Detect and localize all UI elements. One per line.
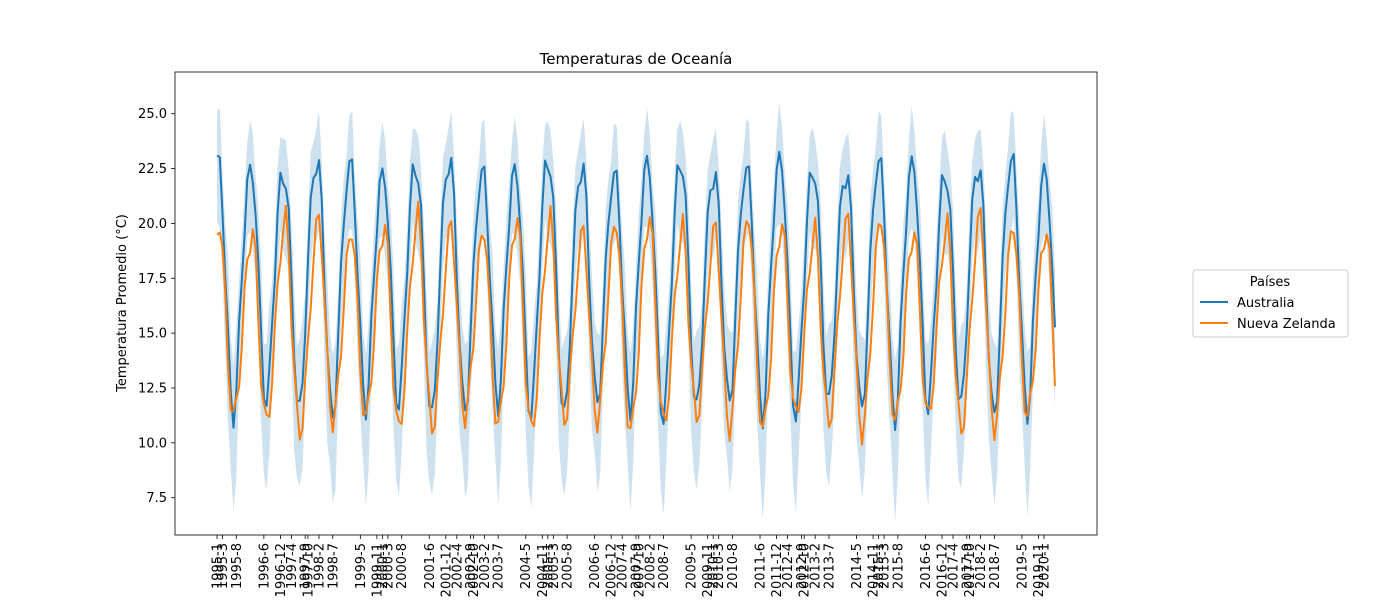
x-tick-label: 1999-11: [370, 543, 385, 597]
x-tick-label: 2014-11: [867, 543, 882, 597]
x-tick-label: 2018-2: [974, 543, 989, 589]
y-tick-label: 7.5: [146, 491, 167, 506]
x-tick-label: 2007-4: [616, 543, 631, 589]
x-tick-label: 2010-1: [707, 543, 722, 589]
x-tick-label: 1997-10: [301, 543, 316, 597]
y-tick-label: 22.5: [138, 162, 167, 177]
x-tick-label: 2016-6: [919, 543, 934, 589]
x-tick-label: 2007-10: [632, 543, 647, 597]
x-tick-label: 2011-12: [770, 543, 785, 597]
series-line-layer: [216, 150, 1056, 446]
x-tick-label: 2003-2: [478, 543, 493, 589]
x-tick-label: 1995-3: [216, 543, 231, 589]
x-tick-label: 2001-6: [423, 543, 438, 589]
x-tick-label: 2005-8: [561, 543, 576, 589]
x-tick-label: 1998-7: [326, 543, 341, 589]
y-tick-label: 17.5: [138, 272, 167, 287]
legend-box: [1192, 269, 1349, 338]
legend: Países Australia Nueva Zelanda: [1192, 269, 1349, 338]
x-tick-label: 2004-11: [536, 543, 551, 597]
x-tick-label: 2000-1: [376, 543, 391, 589]
x-tick-label: 2015-8: [891, 543, 906, 589]
x-tick-label: 2015-3: [878, 543, 893, 589]
x-tick-label: 2013-2: [809, 543, 824, 589]
x-tick-label: 2017-10: [963, 543, 978, 597]
x-tick-label: 2015-1: [872, 543, 887, 589]
x-tick-label: 1997-9: [299, 543, 314, 589]
chart-title: Temperaturas de Oceanía: [539, 50, 733, 68]
y-axis-label: Temperatura Promedio (°C): [115, 214, 130, 393]
y-tick-label: 12.5: [138, 381, 167, 396]
legend-label-australia: Australia: [1237, 296, 1295, 311]
x-tick-label: 1995-8: [230, 543, 245, 589]
series-line-australia: [216, 150, 1056, 432]
x-tick-label: 2010-3: [712, 543, 727, 589]
x-tick-label: 2002-10: [467, 543, 482, 597]
x-tick-label: 2017-4: [947, 543, 962, 589]
x-tick-label: 2002-4: [450, 543, 465, 589]
x-tick-label: 2019-5: [1015, 543, 1030, 589]
x-tick-label: 2006-12: [605, 543, 620, 597]
x-tick-label: 2010-8: [726, 543, 741, 589]
legend-label-nueva-zelanda: Nueva Zelanda: [1237, 317, 1336, 332]
x-tick-label: 2005-3: [547, 543, 562, 589]
x-tick-label: 2012-9: [795, 543, 810, 589]
x-tick-label: 2019-11: [1032, 543, 1047, 597]
x-tick-label: 2002-9: [464, 543, 479, 589]
x-tick-label: 2017-9: [960, 543, 975, 589]
x-tick-label: 2005-1: [541, 543, 556, 589]
legend-title: Países: [1250, 275, 1291, 290]
x-tick-label: 2009-11: [701, 543, 716, 597]
y-tick-label: 15.0: [138, 327, 167, 342]
series-line-nueva-zelanda: [216, 200, 1056, 446]
y-tick-label: 20.0: [138, 217, 167, 232]
x-tick-label: 2013-7: [822, 543, 837, 589]
x-tick-label: 2012-10: [798, 543, 813, 597]
y-tick-label: 25.0: [138, 107, 167, 122]
x-tick-label: 2016-12: [935, 543, 950, 597]
x-tick-label: 2006-6: [588, 543, 603, 589]
y-tick-label: 10.0: [138, 436, 167, 451]
x-tick-label: 2008-2: [643, 543, 658, 589]
x-tick-label: 1996-12: [274, 543, 289, 597]
x-tick-label: 2003-7: [492, 543, 507, 589]
x-tick-label: 2014-5: [850, 543, 865, 589]
x-tick-label: 1996-6: [257, 543, 272, 589]
x-tick-label: 2020-1: [1037, 543, 1052, 589]
x-tick-label: 2000-8: [395, 543, 410, 589]
x-tick-label: 2009-5: [685, 543, 700, 589]
x-tick-label: 2004-5: [519, 543, 534, 589]
x-tick-label: 2012-4: [781, 543, 796, 589]
x-tick-label: 1995-1: [211, 543, 226, 589]
x-tick-label: 2007-9: [630, 543, 645, 589]
x-tick-label: 1998-2: [312, 543, 327, 589]
x-tick-label: 2001-12: [439, 543, 454, 597]
x-tick-label: 1999-5: [354, 543, 369, 589]
x-tick-label: 2018-7: [988, 543, 1003, 589]
x-tick-label: 1997-4: [285, 543, 300, 589]
y-axis: 7.5 10.0 12.5 15.0 17.5 20.0 22.5 25.0: [138, 107, 175, 506]
x-tick-label: 2008-7: [657, 543, 672, 589]
x-tick-label: 2000-3: [381, 543, 396, 589]
x-tick-label: 2011-6: [754, 543, 769, 589]
plot-area: [216, 101, 1056, 523]
